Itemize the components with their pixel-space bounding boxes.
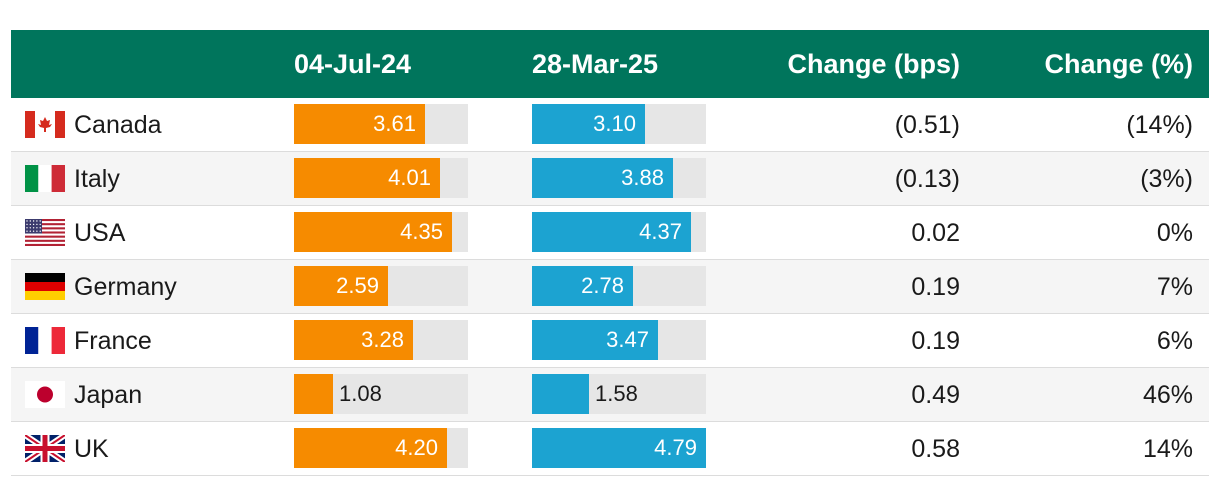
table-row: Japan 1.08 1.58 0.49 46% <box>11 368 1209 422</box>
jul-value-label: 3.28 <box>361 327 404 352</box>
italy-flag <box>25 165 65 192</box>
table-row: Germany 2.59 2.78 0.19 7% <box>11 260 1209 314</box>
jul-value-label: 3.61 <box>373 111 416 136</box>
table-row: UK 4.20 4.79 0.58 14% <box>11 422 1209 476</box>
jul-bar <box>294 428 447 468</box>
jul-bar-track: 1.08 <box>294 374 468 414</box>
mar-value-label: 1.58 <box>595 381 638 406</box>
country-name: Italy <box>74 165 120 193</box>
mar-bar <box>532 158 673 198</box>
header-change-pct: Change (%) <box>1044 49 1194 79</box>
jul-value-label: 4.01 <box>388 165 431 190</box>
change-pct-value: 46% <box>1142 381 1193 409</box>
table-body: Canada 3.61 3.10 (0.51) (14%) Italy 4.01 3.88 (0… <box>11 98 1209 476</box>
mar-bar <box>532 266 633 306</box>
usa-flag <box>25 219 65 246</box>
change-pct-value: 6% <box>1156 327 1193 355</box>
mar-value-label: 3.47 <box>606 327 649 352</box>
header-jul: 04-Jul-24 <box>294 49 412 79</box>
japan-flag <box>25 381 65 408</box>
mar-bar-track: 2.78 <box>532 266 706 306</box>
change-pct-value: (14%) <box>1126 111 1193 139</box>
mar-bar <box>532 320 658 360</box>
country-name: UK <box>74 435 109 463</box>
change-pct-value: (3%) <box>1140 165 1193 193</box>
change-pct-value: 7% <box>1156 273 1193 301</box>
mar-value-label: 3.88 <box>621 165 664 190</box>
jul-bar-track: 3.28 <box>294 320 468 360</box>
mar-value-label: 4.79 <box>654 435 697 460</box>
jul-bar <box>294 266 388 306</box>
change-bps-value: 0.19 <box>911 273 960 301</box>
mar-value-label: 4.37 <box>639 219 682 244</box>
change-bps-value: (0.13) <box>894 165 960 193</box>
jul-bar-track: 2.59 <box>294 266 468 306</box>
jul-bar-track: 4.35 <box>294 212 468 252</box>
jul-bar <box>294 320 413 360</box>
change-pct-value: 14% <box>1142 435 1193 463</box>
header-mar: 28-Mar-25 <box>532 49 659 79</box>
country-name: Japan <box>74 381 143 409</box>
jul-bar <box>294 212 452 252</box>
mar-bar-track: 3.47 <box>532 320 706 360</box>
change-bps-value: 0.58 <box>911 435 960 463</box>
table-row: Italy 4.01 3.88 (0.13) (3%) <box>11 152 1209 206</box>
country-name: USA <box>74 219 126 247</box>
jul-bar-track: 4.01 <box>294 158 468 198</box>
mar-value-label: 2.78 <box>581 273 624 298</box>
table-row: Canada 3.61 3.10 (0.51) (14%) <box>11 98 1209 152</box>
mar-bar-track: 3.88 <box>532 158 706 198</box>
uk-flag <box>25 435 65 462</box>
mar-bar <box>532 104 645 144</box>
yield-table: 04-Jul-24 28-Mar-25 Change (bps) Change … <box>11 30 1209 476</box>
canada-flag <box>25 111 65 138</box>
country-name: Canada <box>74 111 162 139</box>
jul-bar-track: 3.61 <box>294 104 468 144</box>
mar-bar-track: 4.37 <box>532 212 706 252</box>
mar-bar <box>532 374 589 414</box>
mar-value-label: 3.10 <box>593 111 636 136</box>
change-bps-value: 0.19 <box>911 327 960 355</box>
header-change-bps: Change (bps) <box>787 49 961 79</box>
jul-bar-track: 4.20 <box>294 428 468 468</box>
jul-bar <box>294 374 333 414</box>
jul-bar <box>294 104 425 144</box>
jul-value-label: 4.35 <box>400 219 443 244</box>
jul-value-label: 4.20 <box>395 435 438 460</box>
change-bps-value: 0.49 <box>911 381 960 409</box>
country-name: France <box>74 327 152 355</box>
jul-bar <box>294 158 440 198</box>
mar-bar <box>532 428 706 468</box>
jul-value-label: 1.08 <box>339 381 382 406</box>
mar-bar-track: 3.10 <box>532 104 706 144</box>
jul-value-label: 2.59 <box>336 273 379 298</box>
table-row: USA 4.35 4.37 0.02 0% <box>11 206 1209 260</box>
mar-bar <box>532 212 691 252</box>
change-pct-value: 0% <box>1156 219 1193 247</box>
table-row: France 3.28 3.47 0.19 6% <box>11 314 1209 368</box>
mar-bar-track: 1.58 <box>532 374 706 414</box>
mar-bar-track: 4.79 <box>532 428 706 468</box>
change-bps-value: 0.02 <box>911 219 960 247</box>
change-bps-value: (0.51) <box>894 111 960 139</box>
germany-flag <box>25 273 65 300</box>
country-name: Germany <box>74 273 177 301</box>
table-header: 04-Jul-24 28-Mar-25 Change (bps) Change … <box>11 30 1209 98</box>
france-flag <box>25 327 65 354</box>
